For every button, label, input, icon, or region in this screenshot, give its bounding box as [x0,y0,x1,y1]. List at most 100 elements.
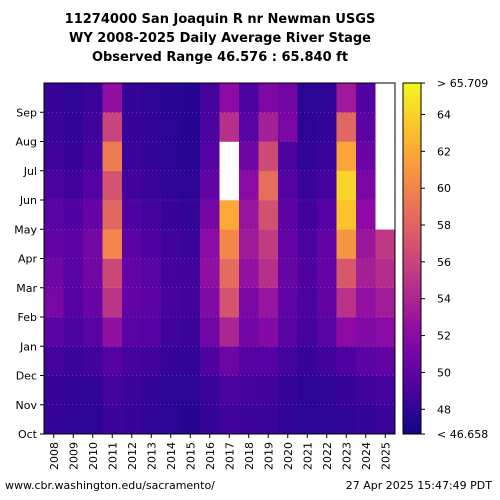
y-tick-label-Aug: Aug [16,136,37,149]
x-tick-label-2021: 2021 [301,442,314,470]
cell-2016-Oct [200,404,220,435]
cell-2020-Nov [278,375,298,406]
x-tick-label-2017: 2017 [223,442,236,470]
cell-2011-Aug [102,112,123,142]
cell-2011-Jan [102,317,123,347]
cell-2021-Jan [297,317,318,347]
cell-2011-Dec [102,346,123,376]
cell-2014-Sep [161,83,181,113]
cell-2025-Sep [375,83,396,113]
x-tick-label-2024: 2024 [360,442,373,470]
cell-2010-Apr [83,229,103,259]
cell-2023-Jun [336,170,357,201]
x-tick-label-2025: 2025 [379,442,392,470]
cell-2017-Jul [219,141,240,172]
colorbar-tick-label: 48 [437,403,451,416]
cell-2018-Sep [239,83,259,113]
cell-2020-Oct [278,404,298,435]
cell-2008-Nov [44,375,64,406]
cell-2018-Aug [239,112,259,142]
cell-2011-Jul [102,141,123,172]
cell-2011-Nov [102,375,123,406]
cell-2018-Dec [239,346,259,376]
cell-2018-Nov [239,375,259,406]
cell-2018-Feb [239,287,259,318]
cell-2015-Mar [180,258,201,289]
cell-2014-Aug [161,112,181,142]
x-tick-label-2008: 2008 [48,442,61,470]
cell-2022-Nov [317,375,337,406]
cell-2023-Jul [336,141,357,172]
cell-2012-Sep [122,83,142,113]
x-tick-label-2011: 2011 [106,442,119,470]
cell-2024-Oct [356,404,376,435]
cell-2011-Apr [102,229,123,259]
y-tick-label-Mar: Mar [16,282,37,295]
cell-2008-Jan [44,317,64,347]
cell-2022-Jul [317,141,337,172]
cell-2024-Jul [356,141,376,172]
cell-2020-Jan [278,317,298,347]
cell-2019-Jul [258,141,279,172]
cell-2012-Jul [122,141,142,172]
cell-2024-Feb [356,287,376,318]
colorbar-tick-label: > 65.709 [437,77,488,90]
cell-2025-Jan [375,317,396,347]
cell-2022-Dec [317,346,337,376]
cell-2019-Aug [258,112,279,142]
cell-2023-Sep [336,83,357,113]
footer-url: www.cbr.washington.edu/sacramento/ [5,479,215,492]
colorbar-tick-label: 52 [437,330,451,343]
colorbar-tick-label: < 46.658 [437,428,488,441]
cell-2018-Jan [239,317,259,347]
cell-2013-Apr [141,229,162,259]
cell-2013-Aug [141,112,162,142]
cell-2012-Aug [122,112,142,142]
cell-2011-Sep [102,83,123,113]
cell-2010-Oct [83,404,103,435]
cell-2019-Nov [258,375,279,406]
cell-2010-Jan [83,317,103,347]
y-tick-label-Oct: Oct [18,428,38,441]
cell-2009-May [63,200,84,230]
cell-2016-Mar [200,258,220,289]
cell-2024-Jan [356,317,376,347]
cell-2024-Mar [356,258,376,289]
cell-2020-Feb [278,287,298,318]
cell-2023-Feb [336,287,357,318]
cell-2012-Jun [122,170,142,201]
cell-2025-Mar [375,258,396,289]
y-tick-label-Nov: Nov [16,399,38,412]
cell-2016-Sep [200,83,220,113]
cell-2010-Feb [83,287,103,318]
cell-2009-Jan [63,317,84,347]
cell-2014-May [161,200,181,230]
cell-2015-Jun [180,170,201,201]
cell-2009-Nov [63,375,84,406]
cell-2009-Feb [63,287,84,318]
y-tick-label-Jul: Jul [23,165,37,178]
cell-2015-Jul [180,141,201,172]
cell-2018-Jul [239,141,259,172]
cell-2015-Oct [180,404,201,435]
cell-2011-May [102,200,123,230]
cell-2018-May [239,200,259,230]
cell-2013-Oct [141,404,162,435]
cell-2023-Aug [336,112,357,142]
cell-2014-Jun [161,170,181,201]
cell-2008-Dec [44,346,64,376]
cell-2024-Aug [356,112,376,142]
y-tick-label-Jun: Jun [19,194,37,207]
cell-2020-Sep [278,83,298,113]
cell-2014-Nov [161,375,181,406]
cell-2021-Oct [297,404,318,435]
cell-2023-Nov [336,375,357,406]
cell-2009-Dec [63,346,84,376]
cell-2019-Sep [258,83,279,113]
cell-2017-Dec [219,346,240,376]
cell-2011-Jun [102,170,123,201]
cell-2008-Feb [44,287,64,318]
title-line-2: WY 2008-2025 Daily Average River Stage [69,31,371,46]
cell-2015-Apr [180,229,201,259]
